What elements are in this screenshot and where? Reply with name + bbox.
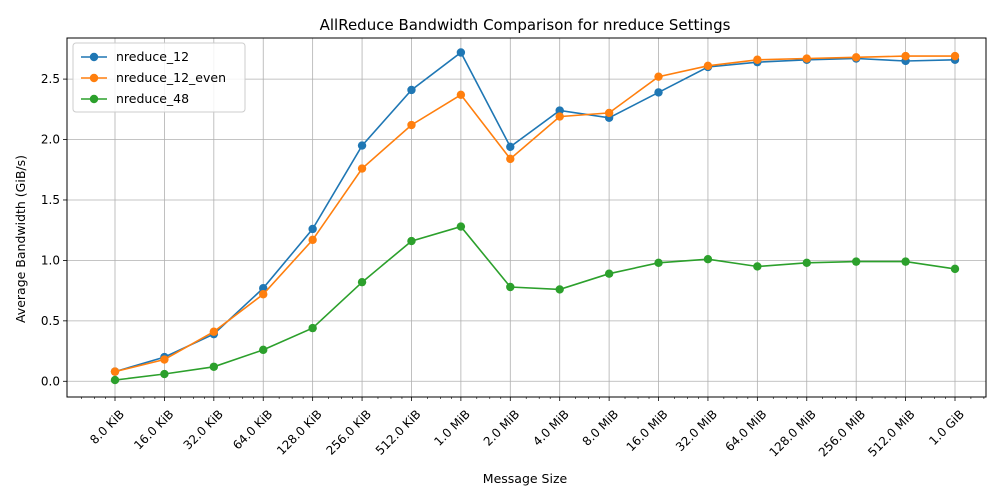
x-tick-label: 4.0 MiB: [530, 407, 572, 449]
data-point: [950, 264, 960, 274]
data-point: [209, 327, 219, 336]
series-nreduce_48: [110, 222, 960, 385]
x-tick-label: 256.0 MiB: [816, 407, 868, 459]
y-tick-label: 2.5: [41, 72, 60, 86]
x-tick-label: 512.0 MiB: [865, 407, 917, 459]
y-tick-label: 0.5: [41, 314, 60, 328]
x-tick-label: 32.0 KiB: [181, 407, 226, 452]
data-point: [308, 323, 317, 333]
data-point: [407, 236, 416, 246]
data-point: [555, 285, 564, 294]
series-line: [114, 55, 955, 373]
x-tick-label: 128.0 KiB: [274, 407, 325, 458]
data-point: [357, 277, 367, 287]
chart-title: AllReduce Bandwidth Comparison for nredu…: [320, 16, 731, 34]
data-point: [407, 120, 416, 130]
data-point: [604, 108, 614, 118]
data-point: [802, 54, 811, 63]
data-point: [654, 88, 663, 97]
data-point: [456, 222, 466, 231]
data-point: [259, 284, 268, 293]
y-tick-label: 0.0: [41, 374, 60, 388]
legend-marker: [89, 94, 99, 104]
data-point: [555, 106, 564, 115]
y-axis-label: Average Bandwidth (GiB/s): [13, 155, 28, 323]
data-point: [851, 53, 861, 62]
data-point: [259, 290, 268, 299]
x-axis-label: Message Size: [483, 471, 568, 486]
data-point: [456, 90, 466, 100]
x-tick-label: 16.0 MiB: [624, 407, 671, 454]
x-tick-label: 128.0 MiB: [766, 407, 818, 459]
series-line: [114, 225, 956, 381]
x-tick-label: 64.0 KiB: [230, 407, 275, 452]
x-tick-label: 256.0 KiB: [323, 407, 374, 458]
y-axis: 0.0 0.5 1.0 1.5 2.0 2.5: [41, 72, 67, 388]
x-tick-label: 2.0 MiB: [481, 407, 523, 449]
data-point: [703, 61, 713, 71]
legend-label: nreduce_12: [116, 49, 189, 64]
legend-label: nreduce_12_even: [116, 70, 226, 85]
data-point: [802, 258, 811, 268]
data-point: [209, 362, 219, 371]
x-tick-label: 8.0 KiB: [87, 407, 127, 447]
data-point: [851, 257, 861, 266]
data-point: [160, 369, 169, 379]
data-point: [357, 141, 367, 150]
data-point: [308, 235, 317, 245]
y-tick-label: 1.0: [41, 253, 60, 267]
series-line: [114, 51, 956, 373]
y-tick-label: 1.5: [41, 193, 60, 207]
data-point: [654, 72, 663, 81]
data-point: [604, 269, 614, 278]
legend-box: [72, 42, 246, 113]
series-layer: [110, 48, 960, 385]
x-tick-label: 512.0 KiB: [373, 407, 424, 458]
data-point: [456, 48, 466, 57]
series-nreduce_12_even: [110, 51, 960, 376]
data-point: [506, 142, 515, 151]
data-point: [110, 367, 120, 376]
data-point: [654, 258, 663, 268]
legend-marker: [89, 52, 99, 62]
data-point: [308, 224, 317, 234]
data-point: [555, 112, 564, 121]
data-point: [753, 262, 762, 271]
x-tick-label: 1.0 GiB: [926, 407, 967, 448]
legend: nreduce_12 nreduce_12_even nreduce_48: [72, 42, 246, 113]
y-tick-label: 2.0: [41, 133, 60, 147]
x-tick-label: 32.0 MiB: [673, 407, 720, 454]
data-point: [901, 51, 910, 61]
x-tick-label: 1.0 MiB: [431, 407, 473, 449]
data-point: [110, 375, 120, 385]
data-point: [506, 154, 515, 164]
data-point: [357, 164, 367, 173]
data-point: [407, 85, 416, 95]
data-point: [259, 345, 268, 355]
x-tick-label: 64.0 MiB: [722, 407, 769, 454]
x-tick-label: 16.0 KiB: [131, 407, 176, 452]
data-point: [703, 255, 713, 264]
grid: [67, 38, 986, 397]
data-point: [160, 355, 169, 364]
data-point: [506, 282, 515, 292]
legend-label: nreduce_48: [116, 91, 189, 106]
legend-marker: [89, 73, 99, 83]
x-tick-label: 8.0 MiB: [580, 407, 622, 449]
data-point: [950, 51, 960, 61]
data-point: [753, 55, 762, 64]
data-point: [901, 257, 910, 266]
